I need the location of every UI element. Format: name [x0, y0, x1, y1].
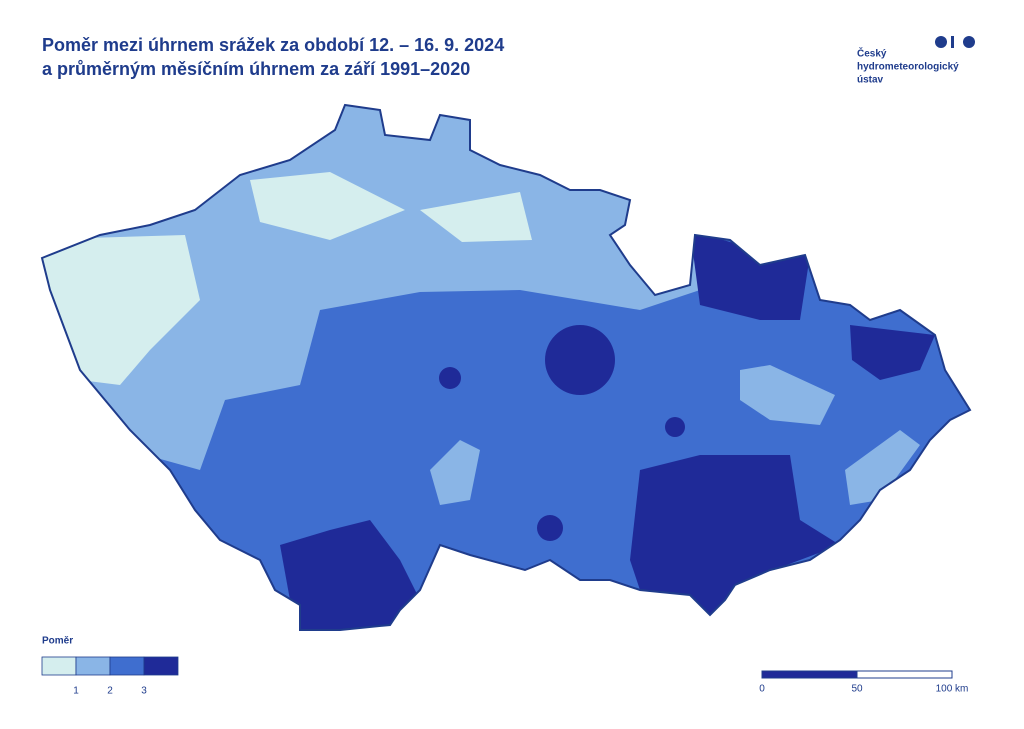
- scale-segment: [856, 670, 953, 679]
- scale-label: 0: [759, 684, 765, 695]
- region: [665, 417, 685, 437]
- scale-segment: [761, 670, 858, 679]
- region: [280, 520, 420, 630]
- region: [250, 172, 532, 242]
- legend-swatch: [143, 656, 179, 676]
- logo-text: ústav: [857, 75, 884, 86]
- legend-label: 2: [107, 686, 113, 697]
- logo-dot: [935, 36, 947, 48]
- region: [630, 455, 840, 620]
- legend-label: 3: [141, 686, 147, 697]
- map-title: Poměr mezi úhrnem srážek za období 12. –…: [42, 35, 504, 55]
- region: [545, 325, 615, 395]
- scale-bar: 0 50 100 km: [759, 670, 969, 695]
- legend: 1 2 3: [41, 656, 179, 697]
- legend-label: 1: [73, 686, 79, 697]
- logo-text: hydrometeorologický: [857, 62, 959, 73]
- map-title: a průměrným měsíčním úhrnem za září 1991…: [42, 59, 470, 79]
- logo-text: Český: [857, 47, 887, 60]
- region: [430, 365, 920, 505]
- logo-dot: [963, 36, 975, 48]
- legend-swatch: [41, 656, 77, 676]
- scale-label: 100 km: [936, 684, 969, 695]
- scale-label: 50: [851, 684, 863, 695]
- region: [439, 367, 461, 389]
- legend-swatch: [75, 656, 111, 676]
- region: [690, 230, 935, 380]
- logo: Český hydrometeorologický ústav: [857, 36, 975, 86]
- logo-bar: [951, 36, 954, 48]
- legend-title: Poměr: [42, 636, 73, 647]
- legend-swatch: [109, 656, 145, 676]
- region: [537, 515, 563, 541]
